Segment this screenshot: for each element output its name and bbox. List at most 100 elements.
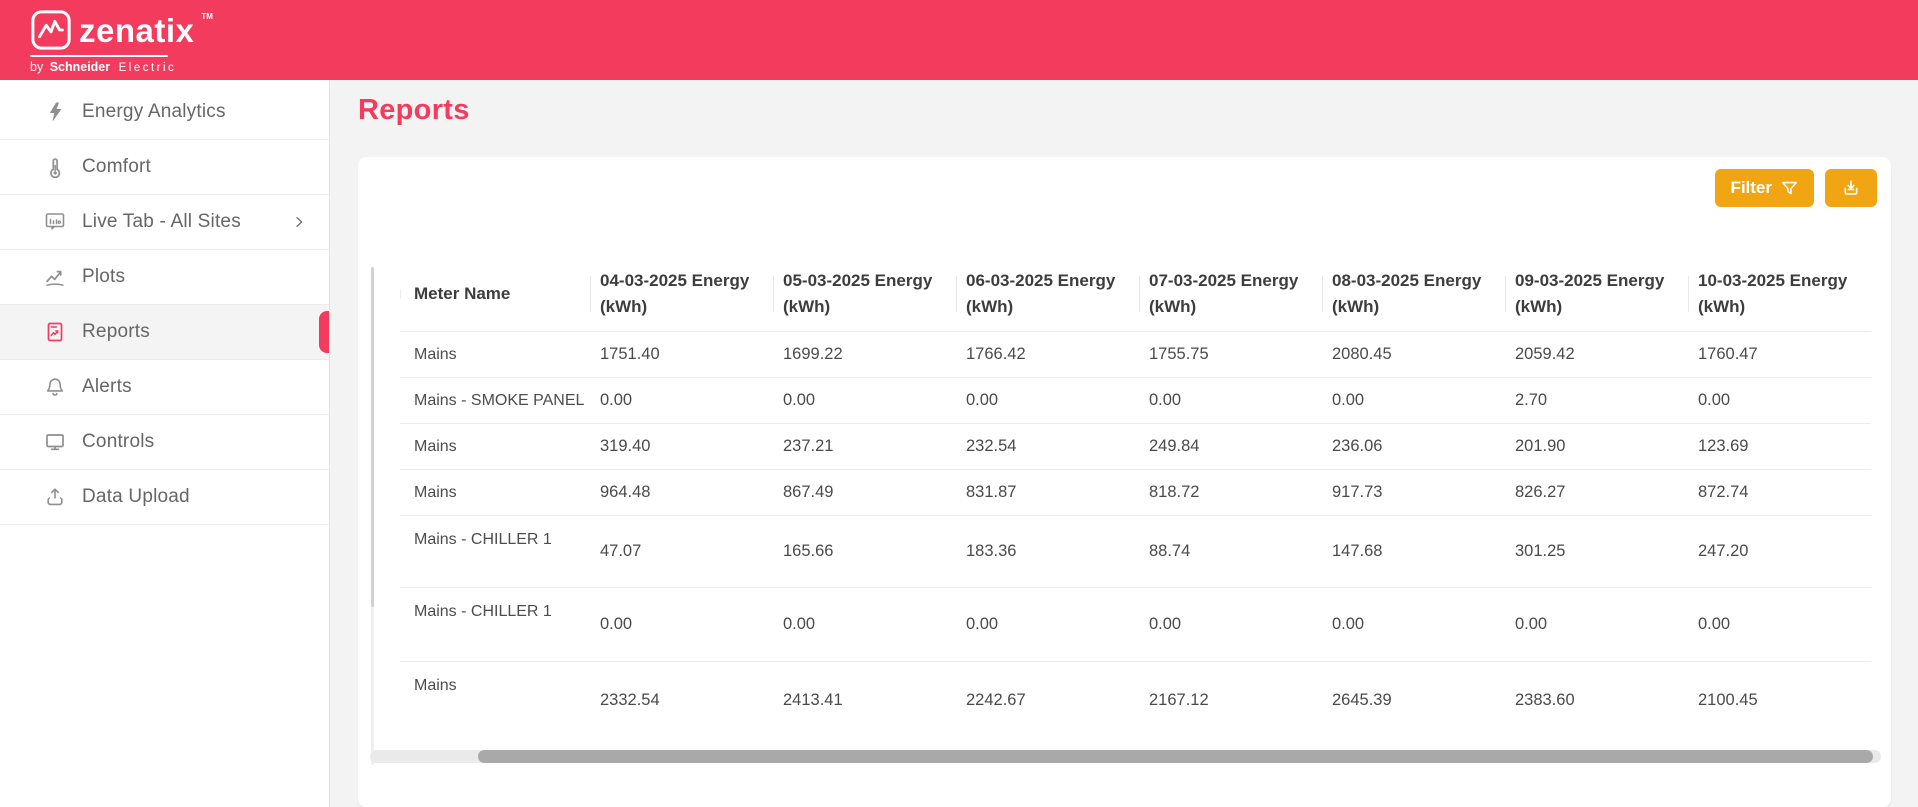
energy-value-cell: 2059.42 [1515, 345, 1575, 363]
reports-card: Filter Meter Nam [358, 157, 1891, 807]
energy-value-cell: 0.00 [1332, 615, 1365, 633]
toolbar: Filter [1715, 169, 1877, 207]
sidebar-item-reports[interactable]: Reports [0, 305, 329, 360]
energy-value-cell: 123.69 [1698, 437, 1749, 455]
column-header-05-03-2025: 05-03-2025 Energy (kWh) [773, 268, 956, 321]
meter-name-cell: Mains - CHILLER 1 [414, 603, 552, 620]
energy-value-cell: 818.72 [1149, 483, 1200, 501]
sidebar-item-data-upload[interactable]: Data Upload [0, 470, 329, 525]
energy-value-cell: 0.00 [1698, 615, 1731, 633]
table-row[interactable]: Mains 319.40 237.21 232.54 249.84 236.06 201.9… [400, 424, 1871, 470]
energy-value-cell: 0.00 [1515, 615, 1548, 633]
energy-value-cell: 2242.67 [966, 690, 1026, 709]
energy-value-cell: 237.21 [783, 437, 834, 455]
sidebar-item-alerts[interactable]: Alerts [0, 360, 329, 415]
energy-value-cell: 872.74 [1698, 483, 1749, 501]
column-header-07-03-2025: 07-03-2025 Energy (kWh) [1139, 268, 1322, 321]
energy-value-cell: 247.20 [1698, 542, 1749, 560]
sidebar-item-label: Data Upload [82, 486, 190, 507]
filter-button-label: Filter [1730, 178, 1772, 197]
energy-value-cell: 232.54 [966, 437, 1017, 455]
energy-value-cell: 0.00 [966, 391, 999, 409]
energy-value-cell: 867.49 [783, 483, 834, 501]
energy-value-cell: 917.73 [1332, 483, 1383, 501]
energy-value-cell: 0.00 [783, 615, 816, 633]
meter-name-cell: Mains [414, 437, 457, 455]
monitor-icon [42, 429, 68, 455]
logo-text: zenatix [79, 11, 195, 49]
column-header-10-03-2025: 10-03-2025 Energy (kWh) [1688, 268, 1871, 321]
sidebar-item-label: Comfort [82, 156, 151, 177]
chevron-right-icon[interactable] [291, 214, 307, 230]
zenatix-logo: zenatix TM by Schneider Electric [30, 9, 213, 74]
energy-value-cell: 1766.42 [966, 345, 1026, 363]
sidebar-item-label: Reports [82, 321, 150, 342]
energy-value-cell: 236.06 [1332, 437, 1383, 455]
energy-value-cell: 0.00 [600, 615, 633, 633]
logo-tm: TM [201, 12, 213, 21]
column-header-meter-name: Meter Name [400, 281, 590, 307]
sidebar-item-comfort[interactable]: Comfort [0, 140, 329, 195]
sidebar-item-label: Controls [82, 431, 155, 452]
live-monitor-icon [42, 209, 68, 235]
sidebar: Energy Analytics Comfort Live Tab - All Si… [0, 80, 330, 807]
vertical-scrollbar-thumb[interactable] [371, 267, 374, 607]
sidebar-item-label: Energy Analytics [82, 101, 226, 122]
active-item-indicator [319, 311, 329, 353]
energy-value-cell: 319.40 [600, 437, 651, 455]
energy-value-cell: 0.00 [1149, 391, 1182, 409]
sidebar-item-plots[interactable]: Plots [0, 250, 329, 305]
energy-value-cell: 0.00 [1698, 391, 1731, 409]
energy-value-cell: 1760.47 [1698, 345, 1758, 363]
table-row[interactable]: Mains - SMOKE PANEL 0.00 0.00 0.00 0.00 0.00 2… [400, 378, 1871, 424]
funnel-icon [1780, 179, 1799, 198]
thermometer-icon [42, 154, 68, 180]
page-title: Reports [358, 94, 470, 126]
energy-value-cell: 2.70 [1515, 391, 1548, 409]
energy-value-cell: 2332.54 [600, 690, 660, 709]
upload-icon [42, 484, 68, 510]
column-header-06-03-2025: 06-03-2025 Energy (kWh) [956, 268, 1139, 321]
energy-value-cell: 2645.39 [1332, 690, 1392, 709]
horizontal-scrollbar-thumb[interactable] [478, 750, 1873, 763]
top-header: zenatix TM by Schneider Electric [0, 0, 1918, 80]
energy-value-cell: 0.00 [1332, 391, 1365, 409]
sidebar-item-live-tab-all-sites[interactable]: Live Tab - All Sites [0, 195, 329, 250]
energy-value-cell: 1755.75 [1149, 345, 1209, 363]
energy-value-cell: 826.27 [1515, 483, 1566, 501]
meter-name-cell: Mains - CHILLER 1 [414, 531, 552, 548]
table-row[interactable]: Mains 1751.40 1699.22 1766.42 1755.75 2080.45… [400, 332, 1871, 378]
table-row[interactable]: Mains 2332.54 2413.41 2242.67 2167.12 2645.39… [400, 662, 1871, 738]
energy-value-cell: 147.68 [1332, 542, 1383, 560]
table-row[interactable]: Mains - CHILLER 1 0.00 0.00 0.00 0.00 0.00 0.0… [400, 588, 1871, 662]
sidebar-item-energy-analytics[interactable]: Energy Analytics [0, 85, 329, 140]
energy-value-cell: 831.87 [966, 483, 1017, 501]
main-content: Reports Filter [330, 80, 1918, 807]
energy-value-cell: 1699.22 [783, 345, 843, 363]
filter-button[interactable]: Filter [1715, 169, 1814, 207]
sidebar-item-controls[interactable]: Controls [0, 415, 329, 470]
energy-value-cell: 165.66 [783, 542, 834, 560]
table-row[interactable]: Mains 964.48 867.49 831.87 818.72 917.73 826.2… [400, 470, 1871, 516]
sidebar-item-label: Alerts [82, 376, 132, 397]
column-header-09-03-2025: 09-03-2025 Energy (kWh) [1505, 268, 1688, 321]
energy-value-cell: 0.00 [1149, 615, 1182, 633]
energy-value-cell: 0.00 [600, 391, 633, 409]
energy-value-cell: 183.36 [966, 542, 1017, 560]
logo-byline: by Schneider Electric [30, 60, 177, 74]
energy-value-cell: 2413.41 [783, 690, 843, 709]
table-header-row: Meter Name 04-03-2025 Energy (kWh) 05-03-2… [400, 257, 1871, 332]
logo-divider [30, 55, 168, 57]
energy-value-cell: 88.74 [1149, 542, 1191, 560]
vertical-scrollbar[interactable] [371, 267, 374, 765]
table-row[interactable]: Mains - CHILLER 1 47.07 165.66 183.36 88.74 1… [400, 516, 1871, 588]
horizontal-scrollbar[interactable] [370, 750, 1881, 763]
download-button[interactable] [1825, 169, 1877, 207]
energy-value-cell: 0.00 [966, 615, 999, 633]
sidebar-item-label: Plots [82, 266, 126, 287]
energy-value-cell: 2100.45 [1698, 690, 1758, 709]
column-header-08-03-2025: 08-03-2025 Energy (kWh) [1322, 268, 1505, 321]
zenatix-logo-icon [30, 9, 72, 51]
energy-value-cell: 201.90 [1515, 437, 1566, 455]
reports-table: Meter Name 04-03-2025 Energy (kWh) 05-03-2… [400, 257, 1871, 738]
